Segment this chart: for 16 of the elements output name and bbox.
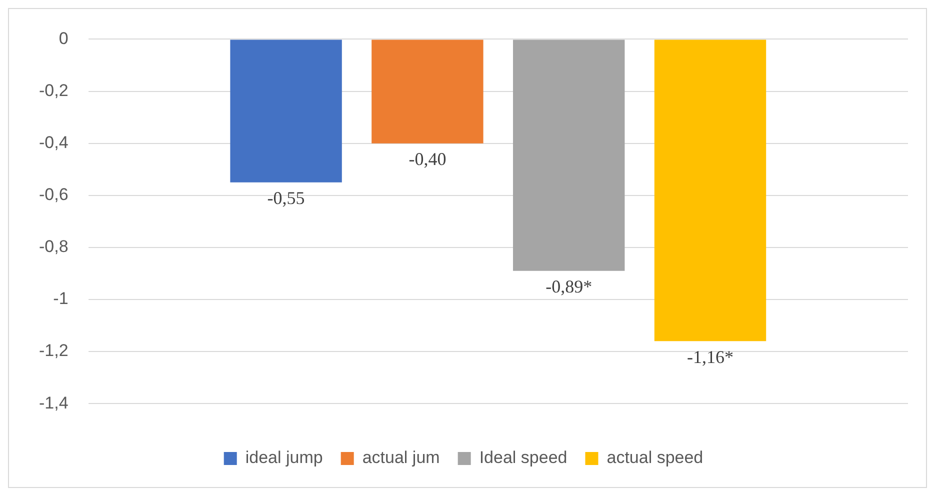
y-tick-label: -1,4 xyxy=(38,393,68,412)
y-tick-label: 0 xyxy=(58,28,68,48)
y-tick-label: -1 xyxy=(53,289,68,308)
y-tick-label: -0,4 xyxy=(38,133,68,152)
legend-label: actual speed xyxy=(606,448,704,468)
y-tick-label: -1,2 xyxy=(38,341,68,360)
data-label: -0,55 xyxy=(267,188,305,208)
y-tick-label: -0,2 xyxy=(38,80,68,100)
data-label: -0,89* xyxy=(546,276,592,297)
data-label: -0,40 xyxy=(408,149,446,170)
y-tick-label: -0,8 xyxy=(38,237,68,256)
y-tick-label: -0,6 xyxy=(38,185,68,204)
data-label: -1,16* xyxy=(686,346,734,367)
legend-label: Ideal speed xyxy=(479,448,568,468)
legend-label: ideal jump xyxy=(245,448,323,468)
legend-label: actual jum xyxy=(362,448,440,468)
